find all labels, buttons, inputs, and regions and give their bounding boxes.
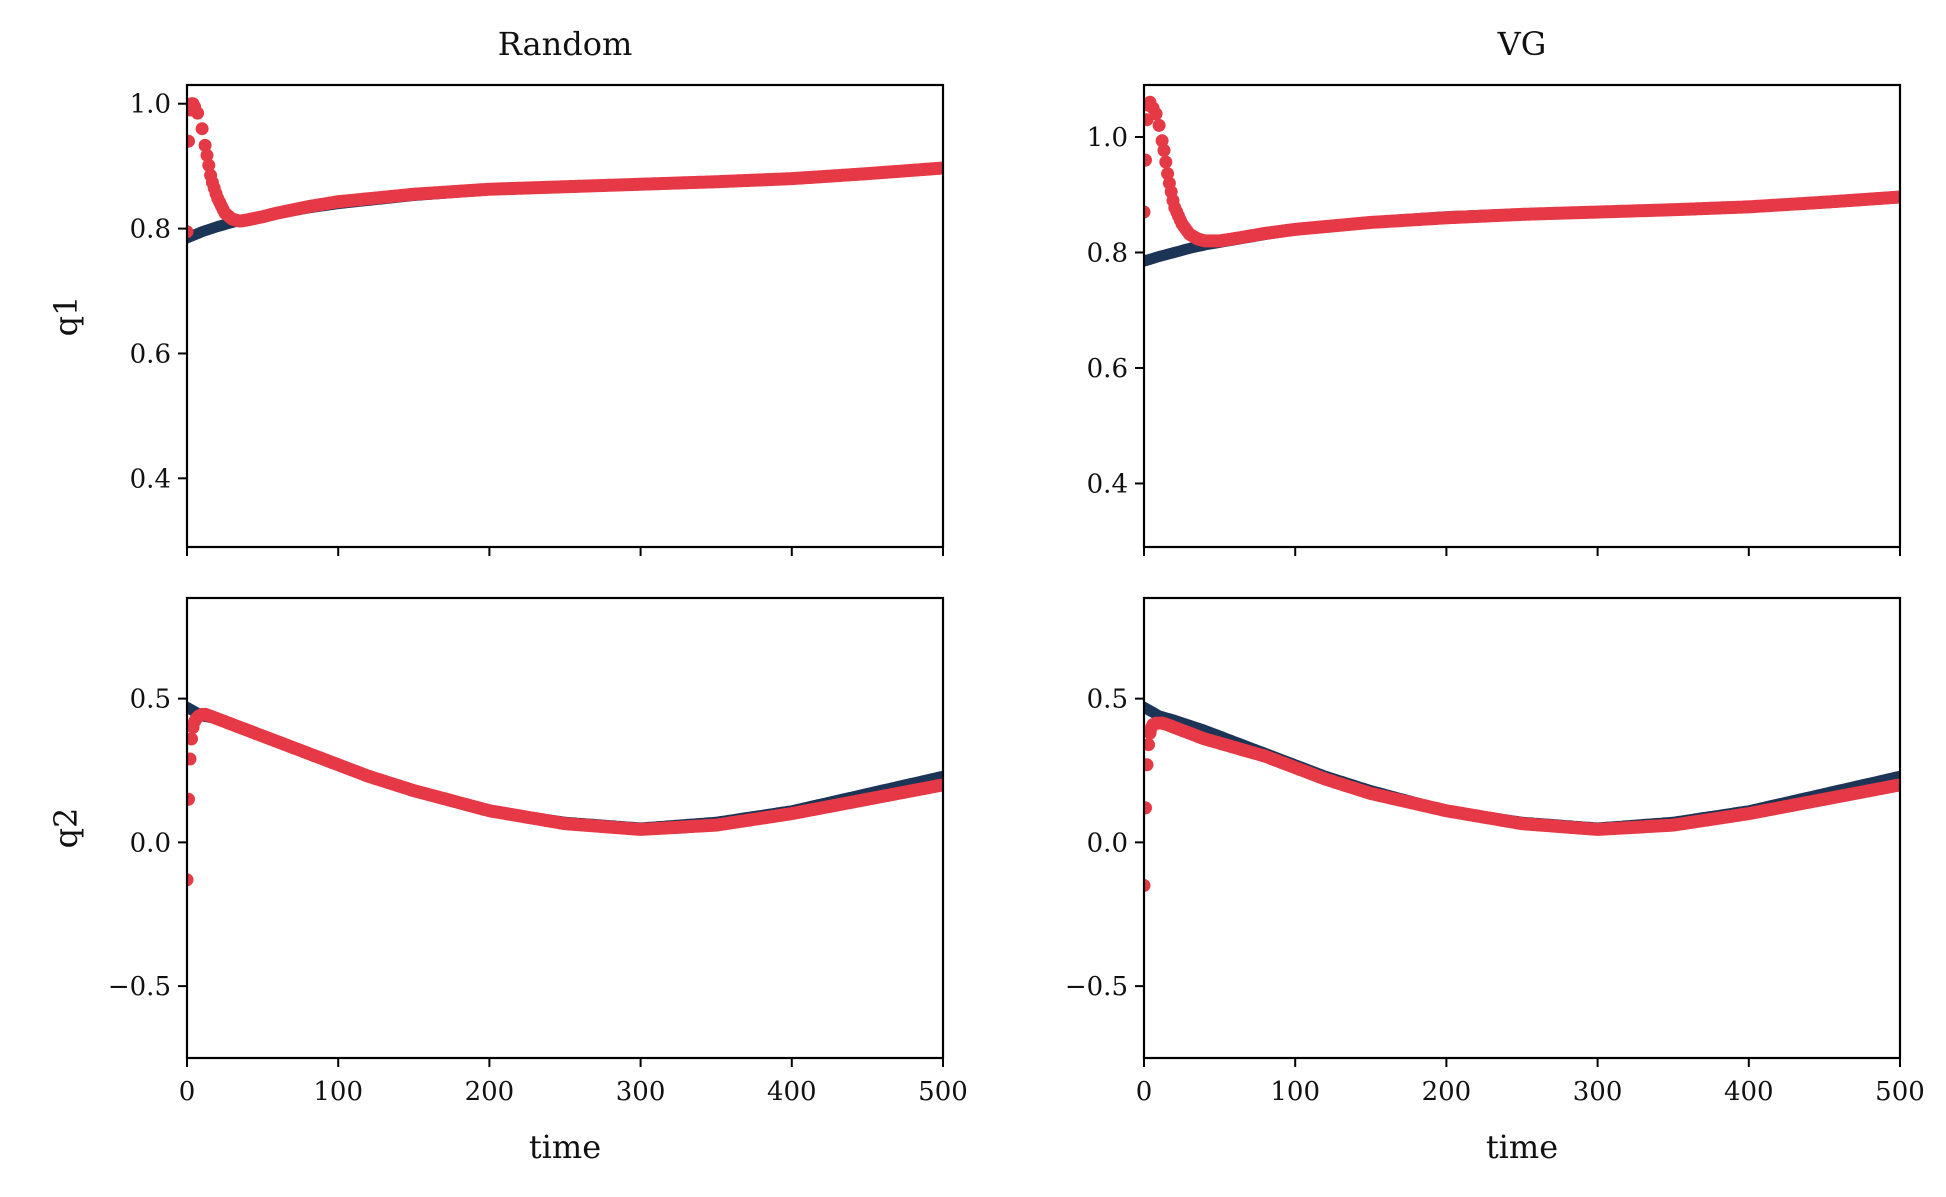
panels-root: 0.4 0.6 0.8 1.0 Random q1 0.4 0.6 0.8 1.0 VG −0.5 0.… <box>47 25 1925 1166</box>
y-tick-label: 0.8 <box>130 215 171 245</box>
y-tick-label: 0.4 <box>1087 469 1128 499</box>
x-tick-label: 400 <box>1724 1077 1774 1107</box>
y-tick-label: 0.4 <box>130 464 171 494</box>
prediction-point <box>1144 205 1151 219</box>
panel-data <box>1144 701 1900 892</box>
prediction-point <box>1892 778 1900 792</box>
prediction-point <box>198 138 212 152</box>
panel-data <box>1144 95 1900 267</box>
panel-frame <box>1142 596 1902 1060</box>
panel-frame <box>185 596 945 1060</box>
x-tick-label: 200 <box>465 1077 515 1107</box>
panel-title: VG <box>1497 25 1547 63</box>
y-tick-label: 1.0 <box>130 90 171 120</box>
y-tick-label: 0.6 <box>1087 354 1128 384</box>
prediction-point <box>187 792 195 806</box>
x-tick-label: 100 <box>1270 1077 1320 1107</box>
x-axis-label: time <box>529 1128 601 1166</box>
x-tick-label: 0 <box>179 1077 196 1107</box>
prediction-point <box>195 122 209 136</box>
panel-random-q2: −0.5 0.0 0.5 0 100 200 300 400 500 q2 time <box>47 596 968 1166</box>
prediction-point <box>187 732 198 746</box>
x-tick-label: 300 <box>616 1077 666 1107</box>
prediction-point <box>1157 143 1171 157</box>
x-tick-label: 0 <box>1136 1077 1153 1107</box>
prediction-point <box>1144 738 1155 752</box>
x-axis-label: time <box>1486 1128 1558 1166</box>
y-tick-label: 0.0 <box>130 828 171 858</box>
prediction-point <box>935 778 943 792</box>
prediction-point <box>1159 155 1173 169</box>
prediction-point <box>187 225 194 239</box>
y-tick-label: −0.5 <box>108 972 171 1002</box>
prediction-point <box>1144 801 1152 815</box>
y-tick-label: 0.8 <box>1087 238 1128 268</box>
prediction-point <box>935 161 943 175</box>
x-tick-label: 200 <box>1422 1077 1472 1107</box>
y-axis-label: q2 <box>47 808 85 849</box>
prediction-point <box>1161 167 1175 181</box>
y-tick-label: 0.0 <box>1087 828 1128 858</box>
x-tick-label: 100 <box>313 1077 363 1107</box>
prediction-point <box>1152 118 1166 132</box>
y-tick-label: 0.5 <box>1087 685 1128 715</box>
y-tick-label: 0.5 <box>130 685 171 715</box>
prediction-point <box>1144 758 1154 772</box>
prediction-point <box>187 873 194 887</box>
panel-vg-q1: 0.4 0.6 0.8 1.0 VG <box>1087 25 1902 556</box>
prediction-point <box>202 158 216 172</box>
y-tick-label: −0.5 <box>1065 972 1128 1002</box>
prediction-point <box>187 752 197 766</box>
prediction-point <box>1149 107 1163 121</box>
x-tick-label: 400 <box>767 1077 817 1107</box>
y-tick-label: 0.6 <box>130 339 171 369</box>
y-axis-label: q1 <box>47 296 85 337</box>
prediction-point <box>1144 153 1152 167</box>
x-tick-label: 300 <box>1573 1077 1623 1107</box>
x-tick-label: 500 <box>1875 1077 1925 1107</box>
y-tick-label: 1.0 <box>1087 123 1128 153</box>
panel-frame <box>185 83 945 549</box>
panel-frame <box>1142 83 1902 549</box>
prediction-point <box>191 106 205 120</box>
prediction-point <box>187 134 195 148</box>
panel-data <box>187 97 943 244</box>
prediction-point <box>1892 190 1900 204</box>
panel-random-q1: 0.4 0.6 0.8 1.0 Random q1 <box>47 25 945 556</box>
panel-title: Random <box>498 25 633 63</box>
panel-data <box>187 701 943 887</box>
x-tick-label: 500 <box>918 1077 968 1107</box>
panel-vg-q2: −0.5 0.0 0.5 0 100 200 300 400 500 time <box>1065 596 1925 1166</box>
prediction-point <box>200 148 214 162</box>
prediction-point <box>1144 879 1151 892</box>
